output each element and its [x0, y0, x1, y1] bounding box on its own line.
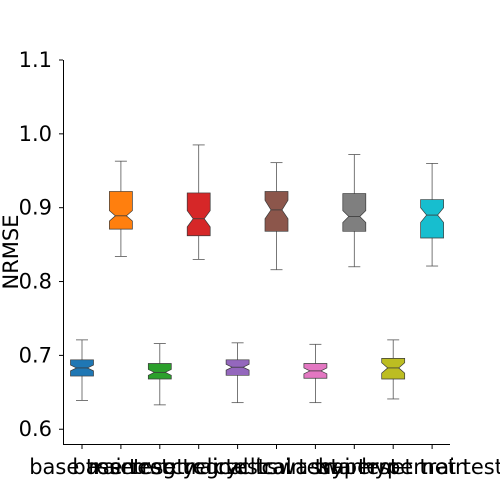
- y-ticks-layer: 0.6 0.7 0.8 0.9 1.0 1.1: [19, 48, 63, 441]
- x-tick-label: cyclical test: [214, 455, 338, 479]
- x-tick-label: hypernet test: [361, 455, 500, 479]
- box-group: [70, 339, 94, 401]
- x-tick-label: base test: [72, 455, 169, 479]
- box-group: [186, 144, 211, 260]
- notched-box: [381, 357, 406, 380]
- y-tick-label: 1.0: [19, 122, 52, 146]
- box-group: [420, 162, 444, 267]
- box-group: [147, 343, 172, 406]
- x-tick-label: resetreg train: [88, 455, 231, 479]
- y-tick-label: 0.8: [19, 270, 52, 294]
- box-group: [303, 343, 328, 404]
- x-tick-label: base train: [29, 455, 135, 479]
- y-tick-label: 0.6: [19, 417, 52, 441]
- box-group: [381, 339, 406, 400]
- box-group: [342, 154, 367, 268]
- notched-box: [109, 191, 133, 230]
- x-tick-label: hypernet train: [318, 455, 468, 479]
- y-tick-label: 0.9: [19, 196, 52, 220]
- x-tick-label: swa test: [310, 455, 398, 479]
- box-group: [109, 160, 133, 257]
- notched-box: [186, 192, 211, 237]
- y-tick-label: 1.1: [19, 48, 52, 72]
- notched-box: [147, 363, 172, 380]
- y-tick-label: 0.7: [19, 343, 52, 367]
- box-group: [264, 162, 289, 271]
- box-group: [225, 342, 250, 404]
- x-tick-label: resetreg test: [131, 455, 266, 479]
- notched-box: [342, 193, 367, 232]
- boxes-layer: [70, 144, 444, 406]
- y-axis-label: NRMSE: [0, 214, 23, 289]
- x-tick-label: cyclical train: [171, 455, 304, 479]
- x-tick-label: swa train: [267, 455, 364, 479]
- notched-box: [264, 191, 289, 232]
- notched-box: [420, 199, 444, 239]
